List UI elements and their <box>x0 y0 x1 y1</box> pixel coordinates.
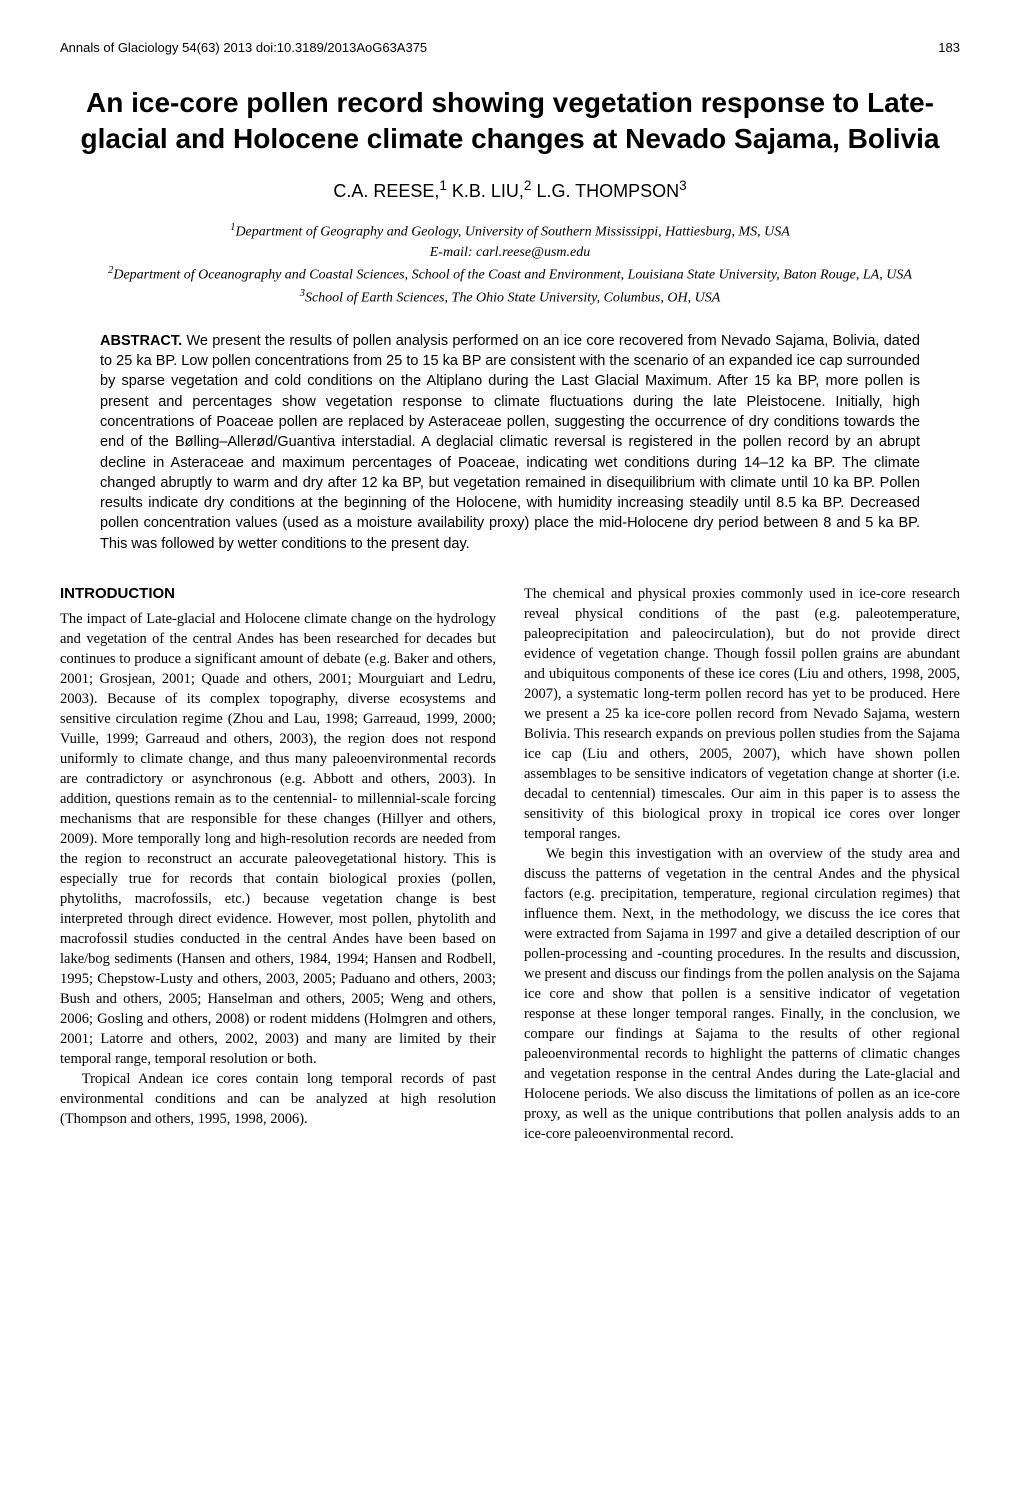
affiliations-block: 1Department of Geography and Geology, Un… <box>60 220 960 309</box>
section-heading-introduction: INTRODUCTION <box>60 584 496 605</box>
page-number: 183 <box>938 40 960 55</box>
abstract-text: We present the results of pollen analysi… <box>100 333 920 552</box>
affiliation-line: 3School of Earth Sciences, The Ohio Stat… <box>60 286 960 309</box>
running-header: Annals of Glaciology 54(63) 2013 doi:10.… <box>60 40 960 55</box>
abstract-label: ABSTRACT. <box>100 333 182 349</box>
affiliation-line: 2Department of Oceanography and Coastal … <box>60 263 960 286</box>
body-columns: INTRODUCTION The impact of Late-glacial … <box>60 584 960 1144</box>
left-column: INTRODUCTION The impact of Late-glacial … <box>60 584 496 1144</box>
header-left: Annals of Glaciology 54(63) 2013 doi:10.… <box>60 40 427 55</box>
body-paragraph: The chemical and physical proxies common… <box>524 584 960 844</box>
affiliation-email: E-mail: carl.reese@usm.edu <box>60 242 960 263</box>
article-title: An ice-core pollen record showing vegeta… <box>60 85 960 158</box>
affiliation-line: 1Department of Geography and Geology, Un… <box>60 220 960 243</box>
abstract-block: ABSTRACT. We present the results of poll… <box>100 331 920 554</box>
body-paragraph: The impact of Late-glacial and Holocene … <box>60 609 496 1069</box>
body-paragraph: We begin this investigation with an over… <box>524 844 960 1144</box>
body-paragraph: Tropical Andean ice cores contain long t… <box>60 1069 496 1129</box>
right-column: The chemical and physical proxies common… <box>524 584 960 1144</box>
authors-list: C.A. REESE,1 K.B. LIU,2 L.G. THOMPSON3 <box>60 178 960 202</box>
